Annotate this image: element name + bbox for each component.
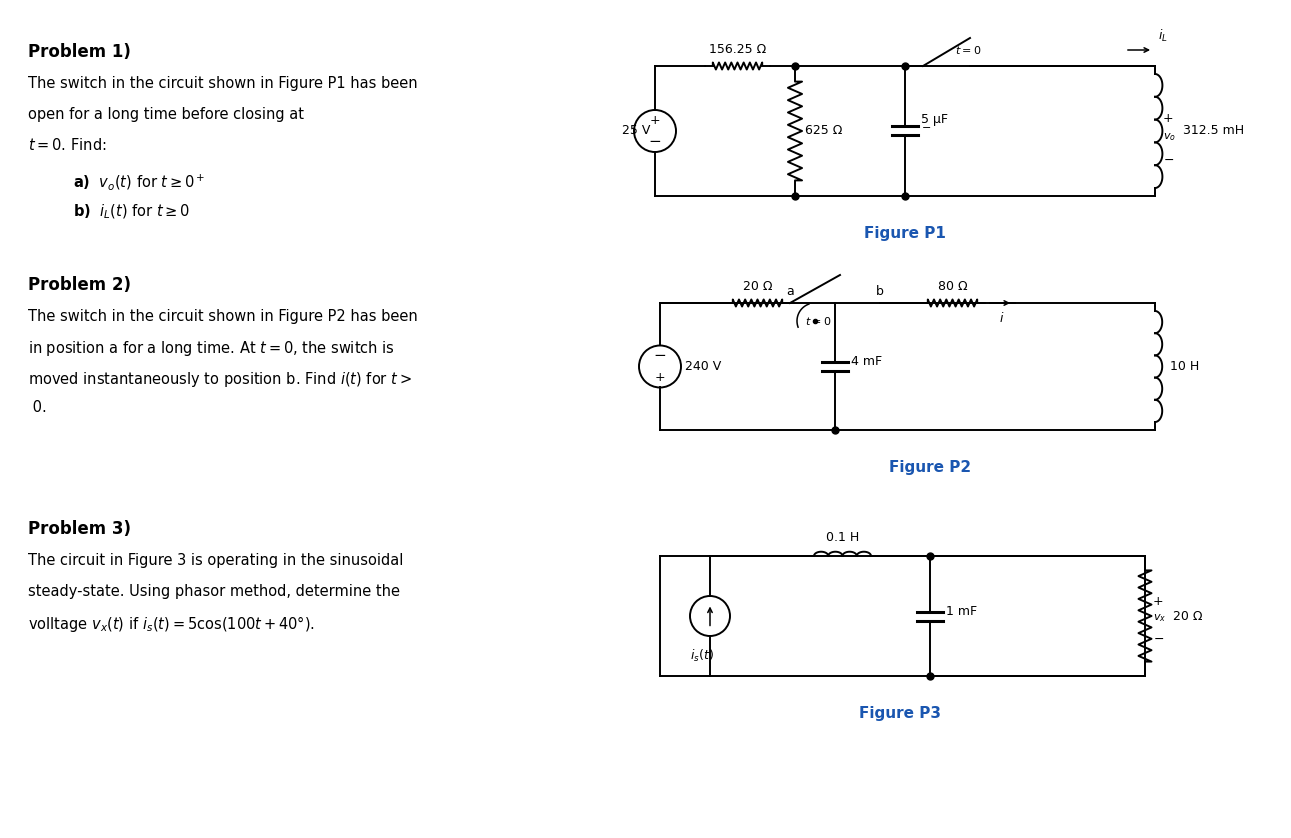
Text: $-$: $-$ xyxy=(1163,153,1174,165)
Text: 312.5 mH: 312.5 mH xyxy=(1183,125,1245,137)
Text: 240 V: 240 V xyxy=(686,360,722,373)
Text: +: + xyxy=(655,371,665,384)
Text: steady-state. Using phasor method, determine the: steady-state. Using phasor method, deter… xyxy=(28,583,400,598)
Text: $i_s(t)$: $i_s(t)$ xyxy=(689,648,714,664)
Text: $t = 0$: $t = 0$ xyxy=(955,44,981,56)
Text: −: − xyxy=(648,134,661,149)
Text: in position a for a long time. At $t = 0$, the switch is: in position a for a long time. At $t = 0… xyxy=(28,339,395,359)
Text: 4 mF: 4 mF xyxy=(851,355,882,368)
Text: +: + xyxy=(1153,594,1163,608)
Text: $-$: $-$ xyxy=(1153,632,1164,644)
Text: Problem 2): Problem 2) xyxy=(28,276,130,294)
Text: +: + xyxy=(1163,112,1174,126)
Text: 625 Ω: 625 Ω xyxy=(806,125,842,137)
Text: $i_L$: $i_L$ xyxy=(1158,28,1168,44)
Text: $t = 0$: $t = 0$ xyxy=(804,315,831,327)
Text: The circuit in Figure 3 is operating in the sinusoidal: The circuit in Figure 3 is operating in … xyxy=(28,553,403,568)
Text: $t = 0$. Find:: $t = 0$. Find: xyxy=(28,137,107,153)
Text: $\mathbf{a)}$  $v_o(t)$ for $t \geq 0^+$: $\mathbf{a)}$ $v_o(t)$ for $t \geq 0^+$ xyxy=(74,173,205,192)
Text: 25 V: 25 V xyxy=(622,125,649,137)
Text: $i$: $i$ xyxy=(999,311,1004,325)
Text: The switch in the circuit shown in Figure P1 has been: The switch in the circuit shown in Figur… xyxy=(28,76,417,91)
Text: +: + xyxy=(649,114,660,127)
Text: Figure P2: Figure P2 xyxy=(889,460,971,475)
Text: 20 Ω: 20 Ω xyxy=(1174,609,1202,623)
Text: 5 μF: 5 μF xyxy=(920,112,948,126)
Text: Problem 1): Problem 1) xyxy=(28,43,130,61)
Text: 20 Ω: 20 Ω xyxy=(742,280,772,293)
Text: $\mathbf{b)}$  $i_L(t)$ for $t \geq 0$: $\mathbf{b)}$ $i_L(t)$ for $t \geq 0$ xyxy=(74,203,190,221)
Text: 0.1 H: 0.1 H xyxy=(826,531,859,544)
Text: $-$: $-$ xyxy=(920,121,931,131)
Text: 0.: 0. xyxy=(28,401,46,416)
Text: 80 Ω: 80 Ω xyxy=(937,280,967,293)
Text: Figure P3: Figure P3 xyxy=(859,706,941,721)
Text: 156.25 Ω: 156.25 Ω xyxy=(709,43,766,56)
Text: 10 H: 10 H xyxy=(1170,360,1199,373)
Text: b: b xyxy=(877,285,884,298)
Text: $v_x$: $v_x$ xyxy=(1153,612,1166,624)
Text: Problem 3): Problem 3) xyxy=(28,520,130,538)
Text: $v_o$: $v_o$ xyxy=(1163,131,1176,143)
Text: moved instantaneously to position b. Find $i(t)$ for $t >$: moved instantaneously to position b. Fin… xyxy=(28,370,412,389)
Text: volltage $v_x(t)$ if $i_s(t) = 5\cos(100t + 40°)$.: volltage $v_x(t)$ if $i_s(t) = 5\cos(100… xyxy=(28,614,315,634)
Text: Figure P1: Figure P1 xyxy=(864,226,946,241)
Text: open for a long time before closing at: open for a long time before closing at xyxy=(28,106,303,122)
Text: 1 mF: 1 mF xyxy=(946,604,977,618)
Text: a: a xyxy=(786,285,794,298)
Text: −: − xyxy=(653,348,666,363)
Text: The switch in the circuit shown in Figure P2 has been: The switch in the circuit shown in Figur… xyxy=(28,309,418,324)
